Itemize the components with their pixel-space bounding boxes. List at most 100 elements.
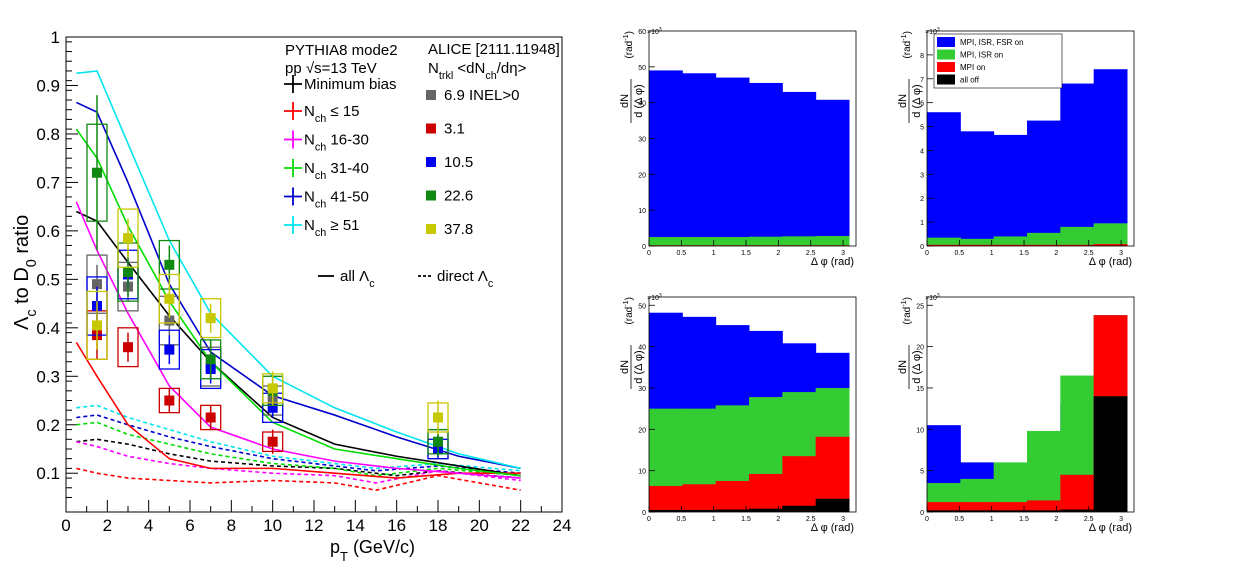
panel-legend-label: MPI, ISR, FSR on: [960, 38, 1024, 47]
legend-pythia-label: Minimum bias: [304, 76, 397, 93]
panel-x-tick-label: 1: [990, 516, 994, 523]
panel-y-title-numerator: dN: [619, 94, 631, 108]
histogram-bin: [927, 244, 961, 246]
histogram-bin: [649, 509, 683, 512]
histogram-bin: [782, 456, 817, 512]
panel-x-tick-label: 1: [990, 250, 994, 257]
x-tick-label: 22: [511, 516, 530, 535]
y-tick-label: 0.8: [36, 125, 60, 144]
legend-alice-marker: [426, 190, 436, 201]
histogram-bin: [927, 502, 961, 512]
y-tick-label: 0.9: [36, 76, 60, 95]
panel-exponent: ×103: [925, 27, 940, 36]
histogram-bin: [1060, 244, 1095, 246]
y-tick-label: 0.7: [36, 173, 60, 192]
panel-x-axis-title: Δ φ (rad): [811, 522, 854, 534]
panel-y-tick-label: 50: [638, 303, 646, 310]
histogram-bin: [682, 509, 717, 512]
x-tick-label: 2: [103, 516, 112, 535]
histogram-bin: [715, 237, 750, 246]
legend-alice-marker: [426, 157, 436, 167]
panel-y-tick-label: 10: [638, 469, 646, 476]
panel-y-tick-label: 10: [638, 208, 646, 215]
panel-y-tick-label: 2: [920, 196, 924, 203]
legend-alice-subtitle: Ntrkl <dNch/dη>: [428, 60, 527, 82]
panel-x-tick-label: 2: [1054, 250, 1058, 257]
alice-data-point: [267, 383, 278, 394]
direct-lambda-c-line: [76, 438, 521, 479]
direct-lambda-c-line: [76, 404, 521, 472]
histogram-bin: [782, 91, 817, 247]
histogram-bin: [993, 510, 1028, 512]
syst-box: [86, 290, 108, 360]
panel-x-tick-label: 0.5: [676, 516, 686, 523]
histogram-bin: [993, 502, 1028, 512]
x-tick-label: 20: [470, 516, 489, 535]
panel-legend-swatch: [937, 37, 955, 47]
panel-y-tick-label: 1: [920, 220, 924, 227]
histogram-bin: [815, 498, 850, 512]
panel-legend-box: [933, 33, 1063, 89]
alice-data-point: [205, 313, 216, 324]
panel-x-tick-label: 3: [1119, 250, 1123, 257]
alice-data-point: [164, 395, 175, 406]
histogram-bin: [960, 244, 995, 246]
legend-direct-label: direct Λc: [437, 268, 494, 290]
panel-y-tick-label: 5: [920, 469, 924, 476]
panel-legend-label: MPI on: [960, 63, 985, 72]
panel-y-tick-label: 4: [920, 148, 924, 155]
y-tick-label: 0.4: [36, 319, 60, 338]
histogram-bin: [1093, 223, 1128, 246]
histogram-bin: [1027, 510, 1061, 512]
panel-exponent: ×103: [925, 293, 940, 302]
alice-data-point: [164, 293, 175, 304]
panel-y-tick-label: 60: [638, 29, 646, 36]
syst-box: [158, 273, 180, 324]
histogram-bin: [927, 112, 961, 246]
histogram-bin: [960, 238, 995, 246]
panel-y-tick-label: 50: [638, 65, 646, 72]
panel-x-tick-label: 0: [647, 250, 651, 257]
histogram-bin: [1093, 69, 1128, 246]
histogram-bin: [960, 510, 995, 512]
alice-data-point: [433, 412, 443, 423]
panel-frame: [926, 296, 1135, 513]
histogram-bin: [715, 480, 750, 512]
panel-y-title-denominator: d (Δ φ): [633, 350, 645, 383]
histogram-bin: [993, 236, 1028, 246]
panel-x-tick-label: 0.5: [954, 516, 964, 523]
legend-pythia-title: PYTHIA8 mode2: [285, 42, 398, 59]
panel-x-axis-title: Δ φ (rad): [1089, 256, 1132, 268]
histogram-bin: [1060, 474, 1095, 512]
panel-y-title-unit: (rad-1): [621, 31, 636, 59]
panel-legend-label: all off: [960, 76, 980, 85]
panel-x-tick-label: 1.5: [741, 516, 751, 523]
alice-data-point: [267, 402, 278, 413]
panel-y-title-unit: (rad-1): [621, 297, 636, 325]
histogram-bin: [749, 82, 783, 246]
panel-y-title-denominator: d (Δ φ): [633, 84, 645, 117]
histogram-bin: [1060, 226, 1095, 246]
x-tick-label: 0: [61, 516, 70, 535]
legend-alice-label: 22.6: [444, 188, 473, 205]
all-lambda-c-line: [75, 210, 521, 477]
panel-y-tick-label: 20: [916, 345, 924, 352]
panel-y-tick-label: 0: [920, 244, 924, 251]
direct-lambda-c-line: [76, 414, 521, 475]
panel-legend-swatch: [937, 49, 955, 60]
alice-data-point: [123, 342, 133, 353]
panel-y-tick-label: 8: [920, 53, 924, 60]
histogram-bin: [1027, 120, 1061, 246]
panel-y-tick-label: 30: [638, 386, 646, 393]
panel-y-tick-label: 20: [638, 172, 646, 179]
histogram-bin: [960, 502, 995, 512]
histogram-bin: [1027, 232, 1061, 246]
panel-x-tick-label: 0: [925, 516, 929, 523]
panel-y-tick-label: 5: [920, 125, 924, 132]
panel-x-tick-label: 2.5: [806, 250, 816, 257]
histogram-bin: [682, 73, 717, 247]
y-axis-title: Λc to D0 ratio: [11, 215, 40, 330]
panel-x-tick-label: 2.5: [1084, 516, 1094, 523]
panel-y-title-denominator: d (Δ φ): [911, 350, 923, 383]
